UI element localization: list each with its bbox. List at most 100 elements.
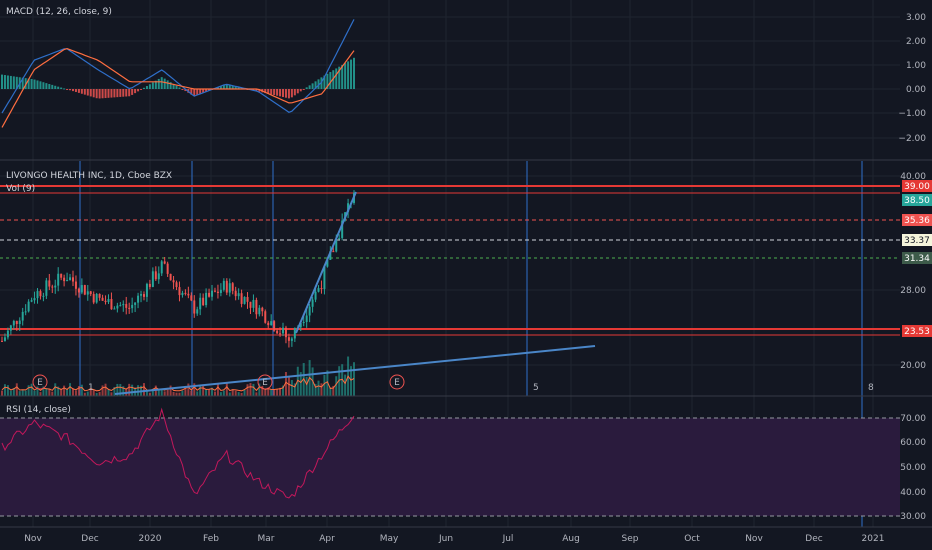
candle-body	[213, 290, 216, 292]
volume-bar	[27, 385, 30, 396]
price-y-tick: 20.00	[900, 361, 926, 371]
volume-bar	[89, 388, 92, 396]
price-label-box	[902, 234, 932, 246]
signal-line	[1, 47, 355, 128]
macd-histogram-bar	[66, 89, 69, 90]
macd-histogram-bar	[178, 87, 181, 89]
macd-histogram-bar	[27, 78, 30, 89]
volume-bar	[264, 389, 267, 396]
macd-histogram-bar	[98, 89, 101, 99]
macd-y-tick: −1.00	[898, 109, 926, 119]
macd-histogram-bar	[299, 89, 302, 92]
price-pane[interactable]: E E E 1 5 8 LIVONGO HEALTH INC, 1D, Cboe BZX…	[0, 161, 932, 527]
candle-body	[98, 293, 101, 298]
vertical-line-label: 1	[88, 383, 94, 393]
volume-bar	[15, 383, 18, 396]
volume-bar	[234, 390, 237, 396]
candle-body	[36, 291, 39, 299]
volume-bar	[258, 383, 261, 396]
macd-histogram-bar	[267, 89, 270, 94]
rsi-pane[interactable]: RSI (14, close) 70.00 60.00 50.00 40.00 30.0…	[0, 405, 926, 522]
x-tick-label: Apr	[319, 534, 335, 544]
rsi-y-tick: 40.00	[900, 488, 926, 498]
support-trendline[interactable]	[114, 345, 596, 395]
volume-bar	[175, 392, 178, 396]
macd-histogram-bar	[140, 89, 143, 90]
candle-body	[199, 297, 202, 310]
macd-histogram-bar	[137, 89, 140, 92]
candle-body	[237, 293, 240, 297]
candle-body	[148, 283, 151, 287]
macd-histogram-bar	[157, 78, 160, 89]
volume-bar	[267, 387, 270, 396]
volume-bar	[36, 386, 39, 396]
vertical-line-label: 8	[868, 383, 874, 393]
macd-histogram-bar	[287, 89, 290, 99]
candle-body	[190, 295, 193, 301]
volume-bar	[66, 389, 69, 396]
candle-body	[89, 291, 92, 295]
macd-histogram-bar	[134, 89, 137, 94]
candle-body	[107, 298, 110, 303]
volume-bar	[98, 391, 101, 396]
volume-bar	[160, 388, 163, 396]
macd-histogram-bar	[317, 79, 320, 89]
candle-body	[317, 288, 320, 292]
macd-histogram-bar	[36, 80, 39, 89]
candle-body	[193, 300, 196, 314]
macd-histogram-bar	[77, 89, 80, 93]
rsi-y-tick: 50.00	[900, 463, 926, 473]
candle-body	[293, 328, 296, 339]
candle-body	[267, 322, 270, 326]
price-title: LIVONGO HEALTH INC, 1D, Cboe BZX	[6, 171, 172, 181]
macd-histogram-bar	[80, 89, 83, 94]
macd-histogram-bar	[323, 75, 326, 89]
volume-bar	[293, 383, 296, 396]
candle-body	[33, 298, 36, 301]
volume-bar	[249, 383, 252, 396]
volume-bar	[282, 385, 285, 396]
macd-histogram-bar	[320, 77, 323, 89]
candle-body	[320, 288, 323, 290]
candle-body	[122, 304, 125, 306]
macd-histogram-bar	[74, 89, 77, 92]
candle-body	[60, 273, 63, 278]
macd-histogram-bar	[234, 86, 237, 89]
candle-body	[282, 327, 285, 334]
macd-pane[interactable]: MACD (12, 26, close, 9) 3.00 2.00 1.00 0.00…	[0, 7, 926, 144]
candle-body	[125, 304, 128, 308]
candle-body	[63, 277, 66, 282]
volume-bar	[332, 385, 335, 396]
macd-histogram-bar	[166, 80, 169, 89]
macd-histogram-bar	[344, 63, 347, 89]
candle-body	[15, 320, 18, 325]
candle-body	[1, 340, 3, 342]
price-label-text: 38.50	[904, 196, 930, 206]
volume-bar	[151, 389, 154, 396]
rally-trendline[interactable]	[295, 191, 357, 334]
macd-histogram-bar	[48, 83, 51, 89]
volume-bar	[6, 385, 9, 396]
candle-body	[273, 321, 276, 331]
macd-histogram-bar	[196, 89, 199, 95]
macd-histogram-bar	[86, 89, 89, 96]
candle-body	[225, 280, 228, 293]
candle-body	[21, 311, 24, 321]
x-axis[interactable]: Nov Dec 2020 Feb Mar Apr May Jun Jul Aug Sep Oct Nov…	[24, 534, 884, 544]
candle-body	[113, 308, 116, 310]
macd-histogram-bar	[208, 89, 211, 91]
price-y-tick: 40.00	[900, 172, 926, 182]
candle-body	[311, 299, 314, 307]
candle-body	[66, 280, 69, 282]
candle-body	[92, 294, 95, 303]
macd-y-axis: 3.00 2.00 1.00 0.00 −1.00 −2.00	[898, 13, 926, 144]
macd-histogram-bar	[9, 75, 12, 89]
volume-bar	[12, 388, 15, 396]
volume-bar	[255, 392, 258, 396]
macd-histogram-bar	[63, 88, 66, 90]
macd-histogram-bar	[314, 81, 317, 89]
volume-bar	[213, 391, 216, 396]
volume-bar	[211, 387, 214, 396]
